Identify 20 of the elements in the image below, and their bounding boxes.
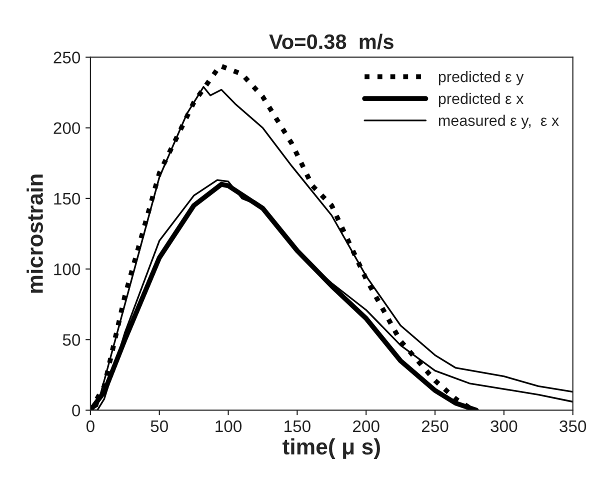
y-axis-title: microstrain [26, 174, 43, 293]
x-tick-label: 250 [422, 420, 448, 432]
x-tick-label: 100 [216, 420, 242, 432]
chart-title: Vo=0.38 m/s [269, 34, 394, 50]
y-tick-label: 0 [72, 404, 80, 416]
x-axis-title: time( μ s) [282, 438, 380, 459]
x-tick-label: 300 [490, 420, 518, 432]
x-tick-label: 150 [284, 420, 310, 432]
y-tick-label: 50 [62, 334, 80, 346]
legend-label: predicted ε y [438, 70, 524, 86]
x-tick-label: 350 [560, 420, 586, 432]
legend-label: predicted ε x [438, 92, 524, 108]
legend-label: measured ε y, ε x [438, 114, 559, 129]
y-tick-label: 150 [54, 192, 80, 205]
y-tick-label: 250 [54, 52, 80, 64]
y-tick-label: 200 [54, 122, 80, 134]
x-tick-label: 0 [86, 420, 94, 432]
y-tick-label: 100 [54, 263, 80, 276]
x-tick-label: 200 [353, 420, 380, 432]
x-tick-label: 50 [150, 420, 168, 432]
